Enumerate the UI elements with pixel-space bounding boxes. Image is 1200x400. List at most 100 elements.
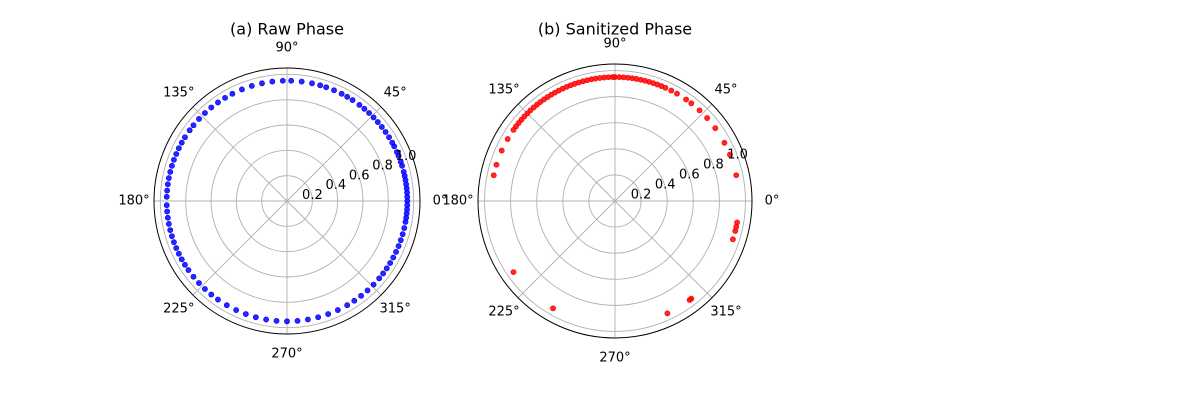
data-point <box>215 296 221 303</box>
data-point <box>325 311 332 317</box>
data-point <box>304 316 311 323</box>
data-point <box>317 82 324 89</box>
data-point <box>164 187 171 194</box>
data-point <box>202 286 208 292</box>
data-point <box>550 305 556 312</box>
data-point <box>309 80 315 87</box>
data-point <box>165 175 172 181</box>
data-point <box>163 202 170 209</box>
data-point <box>178 256 185 263</box>
data-point <box>683 96 689 103</box>
data-point <box>298 78 305 85</box>
data-point <box>344 302 351 309</box>
data-point <box>269 78 276 85</box>
radial-tick-label: 1.0 <box>727 148 748 163</box>
data-point <box>404 202 411 209</box>
data-point <box>222 94 228 101</box>
data-point <box>273 317 280 324</box>
data-point <box>380 270 387 277</box>
data-point <box>510 269 517 275</box>
data-point <box>315 314 322 321</box>
angle-tick-label: 315° <box>380 302 411 317</box>
data-point <box>229 90 236 97</box>
polar-frame <box>477 63 753 339</box>
data-point <box>397 158 404 165</box>
data-point <box>178 139 185 146</box>
data-point <box>400 168 407 175</box>
data-point <box>175 250 182 257</box>
angle-tick-label: 0° <box>765 194 780 209</box>
angle-tick-label: 135° <box>488 82 519 97</box>
data-point <box>284 318 290 325</box>
angle-tick-label: 270° <box>599 351 630 366</box>
data-point <box>167 227 174 234</box>
radial-tick-label: 0.8 <box>372 159 393 174</box>
data-point <box>223 302 230 309</box>
data-point <box>510 127 517 133</box>
data-point <box>395 243 402 249</box>
data-point <box>208 104 215 111</box>
radial-tick-label: 0.4 <box>655 178 676 193</box>
radial-tick-label: 0.6 <box>349 168 370 183</box>
data-point <box>167 168 174 175</box>
data-point <box>190 122 197 129</box>
data-point <box>334 307 341 313</box>
data-point <box>182 261 188 268</box>
polar-chart-sanitized-phase: 0° 45° 90° 135° 180° 225° 270° 315° 0.20.40.60.8… <box>442 20 779 366</box>
data-point <box>382 129 389 135</box>
data-point <box>399 231 406 238</box>
radial-tick-label: 0.6 <box>679 168 700 183</box>
data-point <box>664 310 671 317</box>
data-point <box>366 110 372 116</box>
angular-gridline <box>517 200 616 299</box>
data-point <box>344 93 351 100</box>
data-point <box>727 151 733 158</box>
chart-title: (b) Sanitized Phase <box>538 20 692 39</box>
angle-tick-label: 0° <box>433 194 448 209</box>
data-point <box>729 236 736 243</box>
data-point <box>164 208 171 215</box>
radial-tick-label: 0.8 <box>703 158 724 173</box>
polar-chart-raw-phase: 0° 45° 90° 135° 180° 225° 270° 315° 0.20.40.60.8… <box>118 20 447 362</box>
data-point <box>175 145 182 152</box>
angle-tick-label: 90° <box>275 41 298 56</box>
data-point <box>164 181 171 188</box>
data-point <box>202 110 208 116</box>
angular-gridline <box>286 106 382 202</box>
data-point <box>165 221 172 227</box>
angle-tick-label: 180° <box>442 194 473 209</box>
data-point <box>185 267 192 273</box>
radial-tick-label: 0.2 <box>631 188 652 203</box>
data-point <box>734 219 740 226</box>
data-point <box>390 254 397 261</box>
data-point <box>490 172 497 179</box>
data-point <box>239 86 245 93</box>
data-point <box>248 83 255 89</box>
angle-tick-label: 270° <box>271 347 302 362</box>
data-point <box>173 151 180 157</box>
data-point <box>361 105 368 112</box>
angle-tick-label: 45° <box>714 82 737 97</box>
data-point <box>182 134 188 141</box>
data-point <box>171 156 177 163</box>
data-point <box>331 87 337 94</box>
angle-tick-label: 225° <box>488 305 519 320</box>
data-point <box>387 260 394 266</box>
data-point <box>688 295 695 302</box>
radial-tick-label: 0.2 <box>302 188 323 203</box>
data-point <box>349 97 356 103</box>
angular-gridline <box>192 106 288 202</box>
data-point <box>401 225 408 231</box>
data-point <box>386 134 392 141</box>
data-point <box>383 265 390 272</box>
data-point <box>173 245 180 251</box>
angle-tick-label: 315° <box>710 305 741 320</box>
data-point <box>364 287 371 294</box>
data-point <box>688 100 695 107</box>
data-point <box>208 291 215 298</box>
data-point <box>215 99 221 106</box>
data-point <box>169 233 175 240</box>
angular-gridline <box>614 200 713 299</box>
